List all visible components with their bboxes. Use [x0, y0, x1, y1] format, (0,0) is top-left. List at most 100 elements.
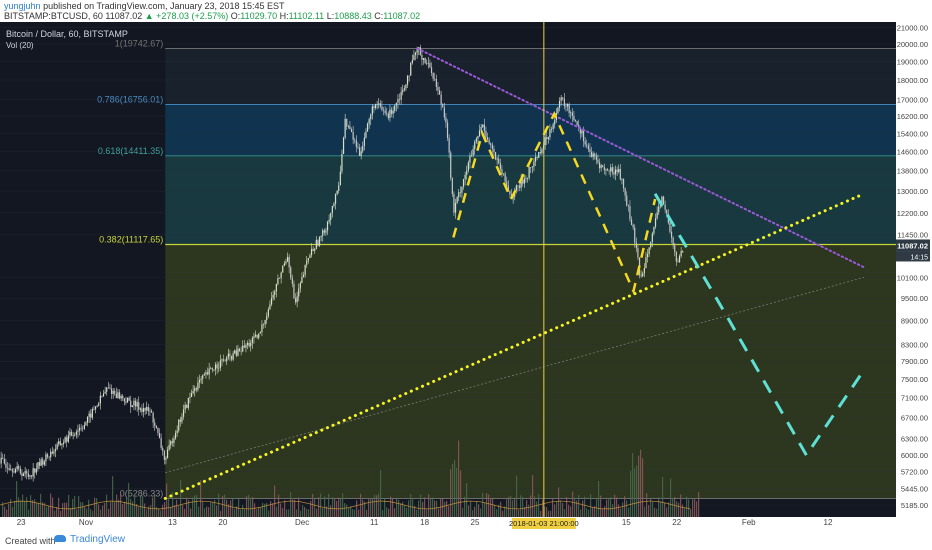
- candle-body: [682, 251, 684, 253]
- candle-body: [400, 92, 402, 100]
- tradingview-brand[interactable]: TradingView: [70, 534, 126, 545]
- candle-body: [373, 106, 375, 109]
- candle-body: [219, 360, 221, 368]
- candle-body: [554, 120, 556, 125]
- candle-body: [472, 148, 474, 156]
- candle-body: [352, 132, 354, 140]
- volume-bar: [18, 497, 20, 517]
- candle-body: [74, 434, 76, 436]
- volume-bar: [160, 510, 162, 517]
- candle-body: [634, 227, 636, 243]
- volume-bar: [260, 507, 262, 517]
- candle-body: [46, 454, 49, 457]
- volume-bar: [536, 501, 538, 517]
- candle-body: [152, 412, 154, 423]
- candle-body: [61, 443, 63, 446]
- x-tick-label: Dec: [295, 518, 309, 527]
- candle-body: [485, 130, 487, 138]
- y-tick-label: 5445.00: [901, 484, 928, 493]
- price-change: ▲ +278.03 (+2.57%): [144, 11, 229, 21]
- candle-body: [598, 162, 601, 169]
- candle-body: [445, 117, 447, 123]
- candle-body: [34, 468, 36, 473]
- author-link[interactable]: yungjuhn: [4, 1, 41, 11]
- candle-body: [446, 122, 449, 138]
- candle-body: [339, 171, 341, 186]
- candle-body: [171, 441, 173, 443]
- candle-body: [278, 278, 281, 279]
- volume-bar: [604, 506, 606, 517]
- volume-bar: [88, 499, 90, 517]
- candle-body: [458, 192, 460, 198]
- candle-body: [629, 206, 631, 220]
- candle-body: [587, 145, 589, 150]
- candle-body: [154, 422, 156, 426]
- x-tick-label: 23: [17, 518, 26, 527]
- candle-body: [662, 196, 665, 205]
- candle-body: [29, 475, 31, 477]
- candle-body: [578, 125, 580, 128]
- volume-bar: [316, 508, 318, 517]
- candle-body: [22, 473, 25, 477]
- candle-body: [99, 395, 101, 404]
- candle-body: [90, 413, 92, 418]
- y-tick-label: 15400.00: [897, 129, 928, 138]
- x-tick-label: 15: [622, 518, 631, 527]
- candle-body: [328, 219, 330, 222]
- volume-bar: [500, 501, 502, 517]
- candle-body: [624, 188, 626, 196]
- volume-bar: [572, 491, 574, 517]
- candle-body: [474, 141, 476, 149]
- candle-body: [435, 78, 437, 87]
- candle-body: [488, 139, 490, 144]
- volume-bar: [262, 502, 264, 517]
- volume-bar: [358, 509, 360, 517]
- volume-bar: [478, 504, 480, 517]
- candle-body: [605, 169, 607, 171]
- candle-body: [174, 432, 177, 439]
- volume-bar: [284, 500, 286, 517]
- volume-bar: [476, 501, 478, 517]
- high-value: 11102.11: [288, 11, 325, 21]
- volume-bar: [438, 508, 440, 517]
- volume-bar: [330, 505, 332, 517]
- candle-body: [221, 359, 223, 361]
- candle-body: [120, 395, 122, 399]
- candle-body: [269, 304, 271, 310]
- y-tick-label: 13000.00: [897, 187, 928, 196]
- candle-body: [594, 153, 596, 156]
- candle-body: [333, 203, 335, 206]
- volume-bar: [590, 494, 592, 517]
- candle-body: [2, 457, 4, 459]
- candle-body: [206, 372, 209, 375]
- volume-bar: [568, 504, 570, 517]
- candle-body: [678, 255, 681, 263]
- volume-bar: [586, 508, 588, 517]
- price-chart[interactable]: 1(19742.67)0.786(16756.01)0.618(14411.35…: [0, 22, 932, 531]
- volume-bar: [214, 499, 216, 517]
- candle-body: [490, 143, 492, 145]
- candle-body: [619, 168, 621, 180]
- volume-bar: [632, 453, 634, 517]
- volume-bar: [370, 498, 372, 517]
- candle-body: [190, 393, 193, 397]
- candle-body: [443, 107, 445, 118]
- candle-body: [654, 218, 657, 227]
- candle-body: [504, 173, 506, 182]
- volume-bar: [620, 508, 622, 517]
- candle-body: [414, 52, 417, 56]
- volume-bar: [254, 503, 256, 517]
- volume-bar: [278, 494, 280, 517]
- candle-body: [11, 469, 13, 472]
- volume-bar: [366, 509, 368, 517]
- volume-bar: [130, 498, 132, 517]
- candle-body: [118, 392, 121, 399]
- candle-body: [338, 185, 340, 191]
- low-value: 10888.43: [334, 11, 372, 21]
- candle-body: [552, 124, 554, 130]
- candle-body: [648, 247, 650, 254]
- candle-body: [294, 298, 297, 303]
- candle-body: [13, 471, 15, 473]
- volume-bar: [64, 502, 66, 517]
- candle-body: [531, 166, 533, 168]
